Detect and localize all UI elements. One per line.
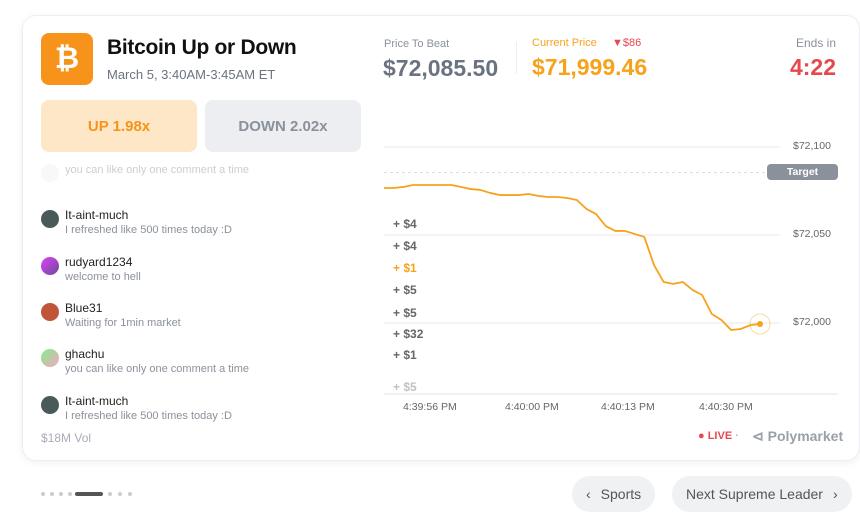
- comment-text: I refreshed like 500 times today :D: [65, 409, 232, 422]
- current-price: $71,999.46: [532, 54, 648, 80]
- countdown: 4:22: [789, 54, 836, 80]
- x-tick-label: 4:40:00 PM: [505, 401, 559, 413]
- page-dot-active[interactable]: [75, 492, 103, 496]
- market-card: [22, 15, 860, 461]
- page-dot[interactable]: [118, 492, 122, 496]
- next-label: Next Supreme Leader: [686, 486, 823, 502]
- page-dot[interactable]: [128, 492, 132, 496]
- current-price-pulse: [749, 313, 771, 335]
- comment-user[interactable]: ghachu: [65, 347, 105, 362]
- y-tick-label: $72,100: [793, 140, 831, 152]
- tip-item: + $1: [393, 261, 417, 275]
- target-badge: Target: [767, 164, 838, 180]
- down-triangle-icon: ▼: [612, 37, 623, 49]
- comment-item: you can like only one comment a time: [41, 162, 249, 182]
- price-to-beat-label: Price To Beat: [384, 38, 450, 50]
- page-dot[interactable]: [59, 492, 63, 496]
- comment-item: Blue31 Waiting for 1min market: [41, 301, 181, 331]
- down-button[interactable]: DOWN 2.02x: [205, 100, 361, 152]
- avatar[interactable]: [41, 349, 59, 368]
- divider: [516, 42, 517, 74]
- price-line: [384, 184, 761, 331]
- volume: $18M Vol: [41, 431, 92, 445]
- y-tick-label: $72,000: [793, 316, 831, 328]
- prev-market-button[interactable]: ‹ Sports: [572, 476, 656, 512]
- comment-item: It-aint-much I refreshed like 500 times t…: [41, 208, 232, 238]
- live-label: LIVE: [707, 430, 733, 442]
- comment-text: I refreshed like 500 times today :D: [65, 224, 232, 237]
- avatar[interactable]: [41, 302, 59, 321]
- page-dot[interactable]: [108, 492, 112, 496]
- comment-item: rudyard1234 welcome to hell: [41, 255, 141, 285]
- polymarket-brand[interactable]: ⊲ Polymarket: [752, 428, 843, 445]
- avatar[interactable]: [41, 164, 59, 182]
- page-dot[interactable]: [41, 492, 45, 496]
- current-price-label: Current Price: [532, 37, 597, 49]
- comment-user[interactable]: It-aint-much: [65, 208, 129, 223]
- comment-text: you can like only one comment a time: [65, 363, 250, 376]
- tip-item: + $5: [393, 380, 417, 394]
- up-button[interactable]: UP 1.98x: [41, 100, 197, 152]
- chevron-left-icon: ‹: [586, 486, 591, 502]
- comment-user[interactable]: It-aint-much: [65, 393, 129, 408]
- page-dot[interactable]: [50, 492, 54, 496]
- comment-item: It-aint-much I refreshed like 500 times t…: [41, 394, 232, 424]
- tip-item: + $4: [393, 239, 417, 253]
- comment-text: Waiting for 1min market: [65, 316, 181, 329]
- price-change: ▼$86: [612, 37, 641, 49]
- tip-item: + $5: [393, 283, 417, 297]
- next-market-button[interactable]: Next Supreme Leader ›: [672, 476, 852, 512]
- comment-user[interactable]: Blue31: [65, 300, 103, 315]
- price-to-beat: $72,085.50: [383, 55, 499, 81]
- y-tick-label: $72,050: [793, 228, 831, 240]
- ends-in-label: Ends in: [795, 36, 836, 50]
- chevron-right-icon: ›: [832, 486, 838, 502]
- current-price-dot: [757, 320, 763, 327]
- live-indicator: ● LIVE ·: [698, 430, 739, 442]
- x-tick-label: 4:40:13 PM: [601, 401, 655, 413]
- comment-item: ghachu you can like only one comment a ti…: [41, 347, 249, 377]
- tip-item: + $32: [393, 327, 424, 341]
- tip-item: + $4: [393, 217, 417, 231]
- comment-text: welcome to hell: [65, 270, 141, 283]
- comment-text: you can like only one comment a time: [65, 164, 250, 176]
- market-time: March 5, 3:40AM-3:45AM ET: [107, 67, 276, 82]
- polymarket-logo-icon: ⊲: [752, 428, 764, 444]
- price-change-value: $86: [622, 37, 642, 49]
- x-tick-label: 4:40:30 PM: [699, 401, 753, 413]
- market-title[interactable]: Bitcoin Up or Down: [107, 36, 297, 59]
- brand-label: Polymarket: [767, 428, 844, 444]
- comment-user[interactable]: rudyard1234: [65, 254, 133, 269]
- page-dot[interactable]: [68, 492, 72, 496]
- tip-item: + $1: [393, 348, 417, 362]
- bitcoin-logo-icon: ₿: [41, 33, 93, 85]
- tip-item: + $5: [393, 306, 417, 320]
- x-tick-label: 4:39:56 PM: [403, 401, 457, 413]
- avatar[interactable]: [41, 210, 59, 229]
- avatar[interactable]: [41, 395, 59, 414]
- prev-label: Sports: [600, 486, 642, 502]
- avatar[interactable]: [41, 256, 59, 275]
